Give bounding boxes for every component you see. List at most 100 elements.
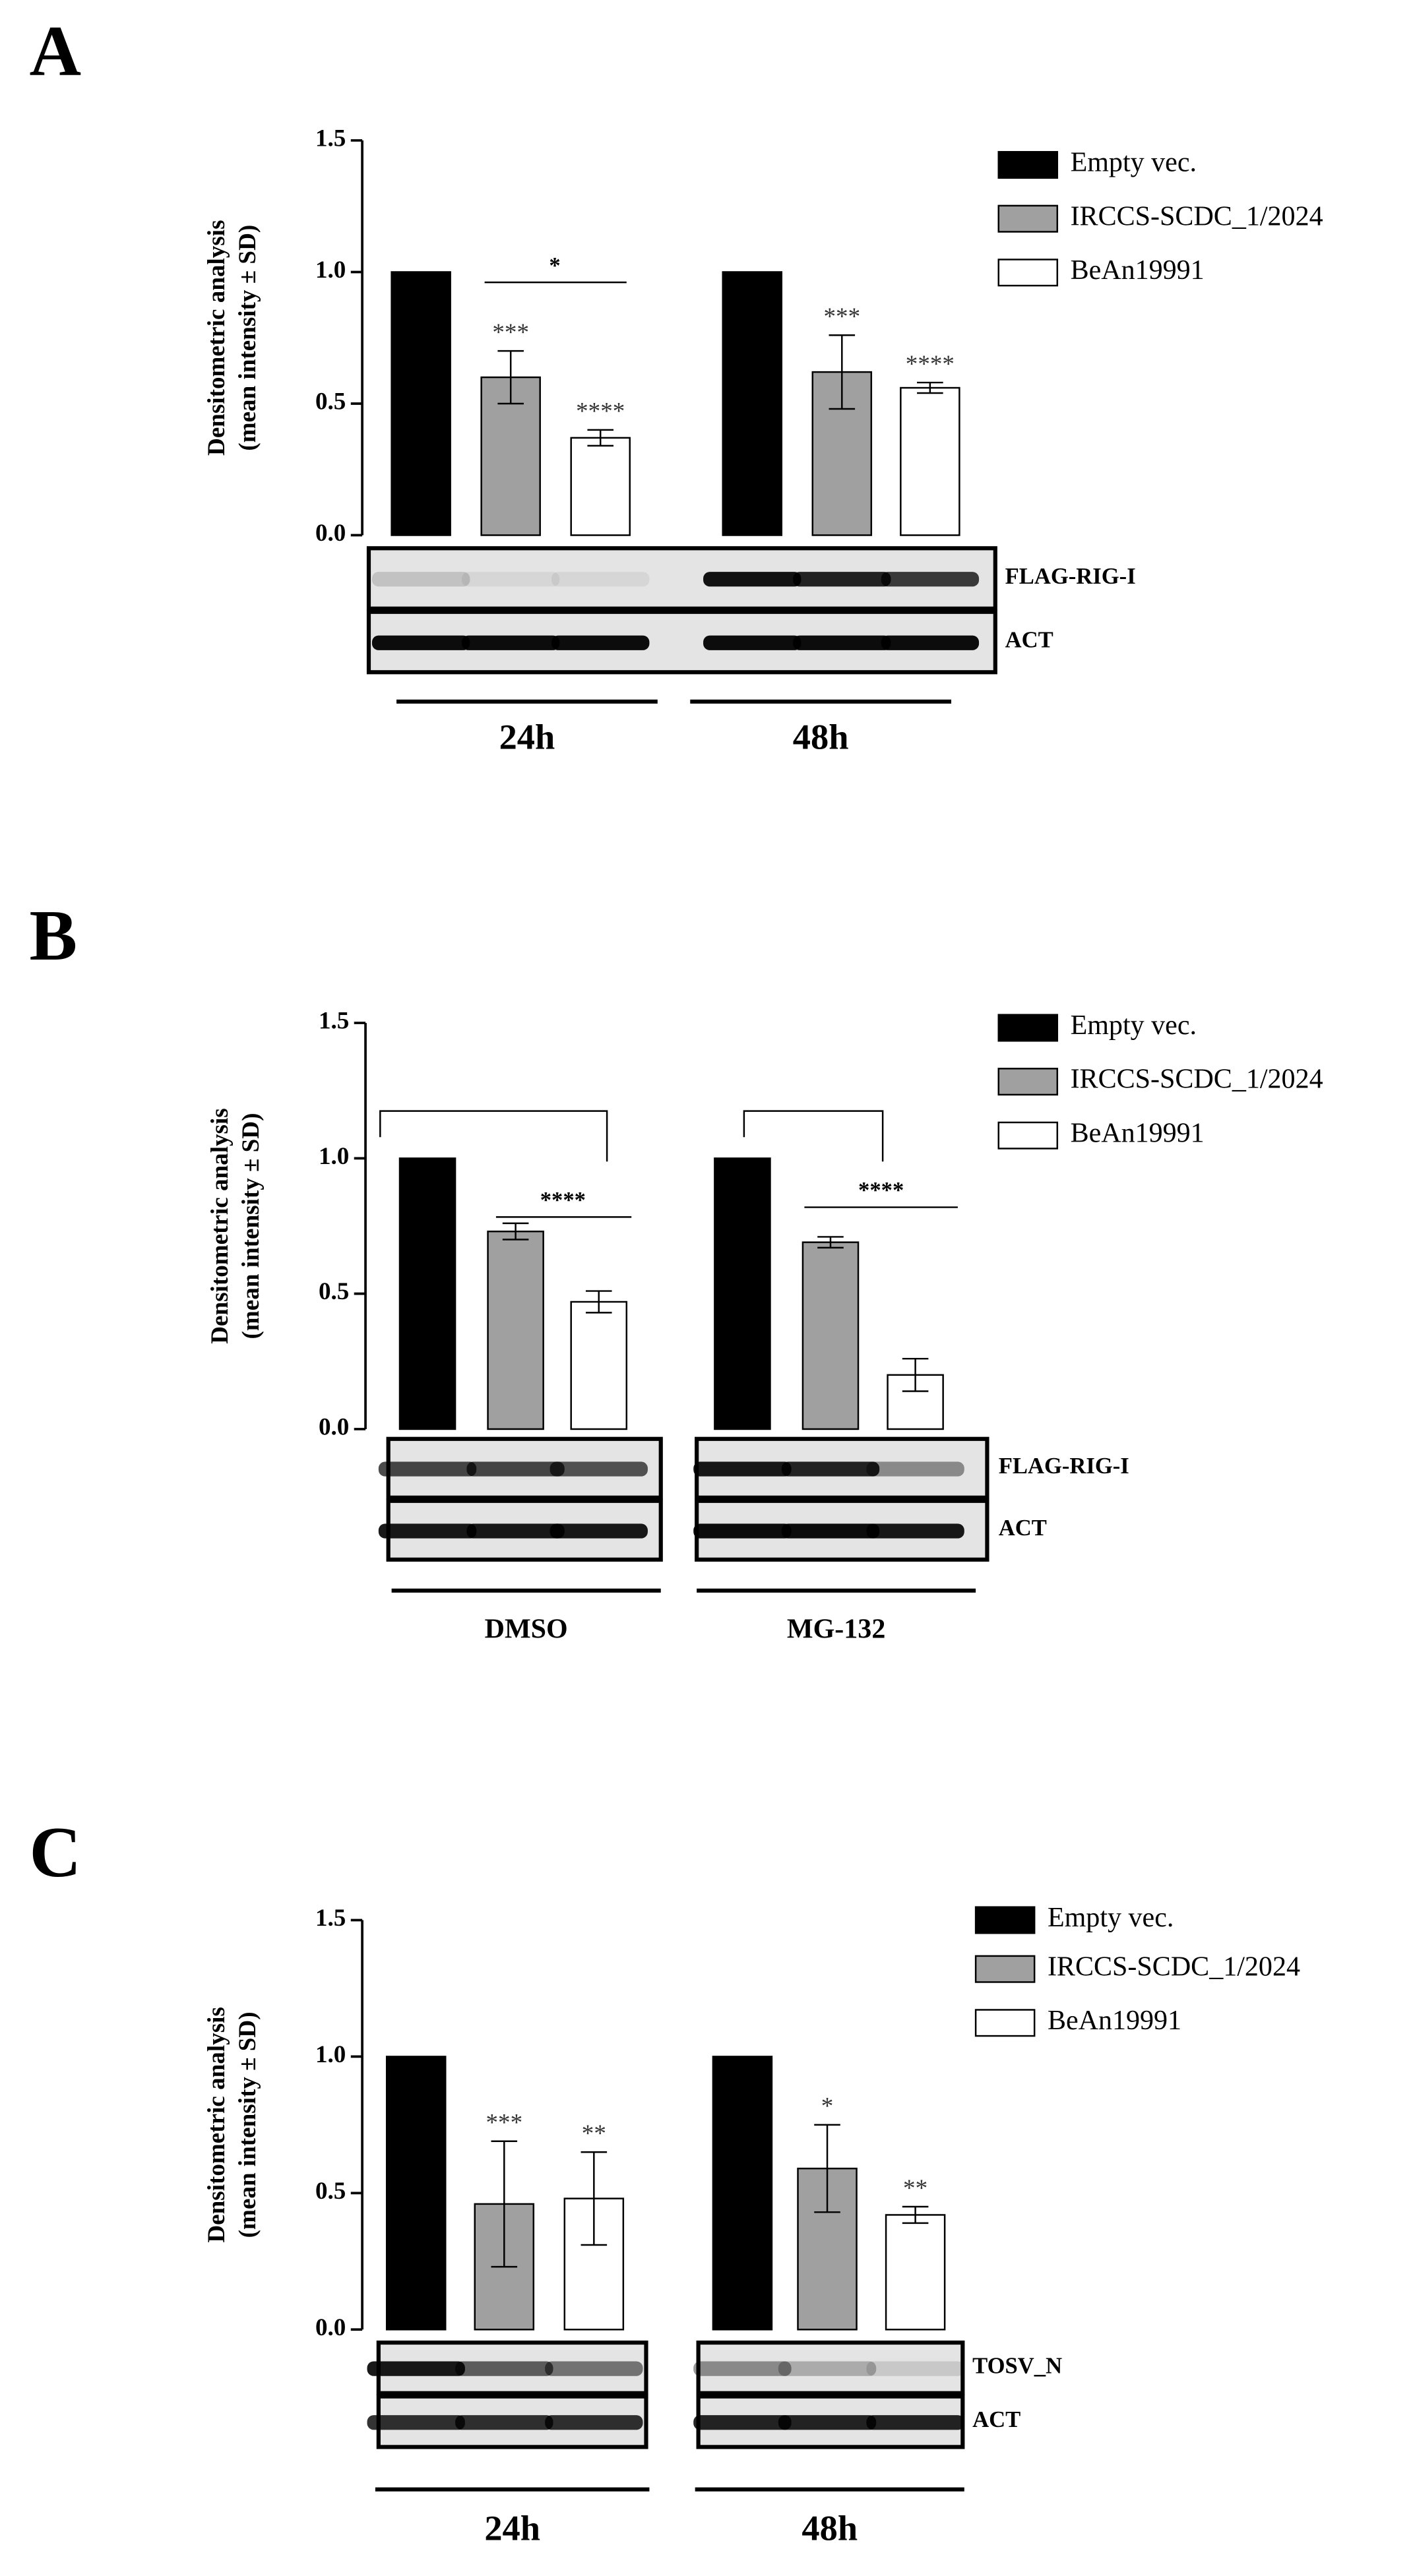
y-tick-label: 1.0 xyxy=(315,2041,346,2068)
blot-label: ACT xyxy=(1005,627,1053,652)
y-axis-label: Densitometric analysis xyxy=(203,2007,230,2242)
significance: *** xyxy=(492,319,529,346)
bar xyxy=(487,1230,544,1430)
blot-band xyxy=(551,572,650,587)
y-tick-label: 1.5 xyxy=(315,1905,346,1932)
blot-band xyxy=(545,2415,643,2430)
legend-label: BeAn19991 xyxy=(1048,2006,1181,2036)
blot-band xyxy=(693,2415,792,2430)
blot-band xyxy=(371,572,470,587)
panel-letter: B xyxy=(30,896,78,975)
error-bar xyxy=(502,1222,529,1241)
blot-band xyxy=(703,635,801,650)
bar xyxy=(722,271,783,536)
bracket xyxy=(743,1110,884,1162)
y-tick-label: 0.0 xyxy=(315,520,346,547)
blot-label: FLAG-RIG-I xyxy=(1005,564,1136,589)
x-tick-label: 48h xyxy=(793,718,849,757)
bar xyxy=(570,1301,628,1430)
legend-label: Empty vec. xyxy=(1071,1010,1197,1041)
bar xyxy=(714,1157,771,1430)
blot-band xyxy=(367,2415,465,2430)
legend-swatch xyxy=(974,1906,1036,1934)
annotation: **** xyxy=(858,1178,904,1203)
blot-band xyxy=(866,1461,964,1477)
bar xyxy=(900,386,960,536)
blot-band xyxy=(367,2361,465,2376)
legend-swatch xyxy=(997,151,1059,179)
blot-band xyxy=(693,1461,792,1477)
significance: * xyxy=(821,2093,834,2120)
y-axis-label: (mean intensity ± SD) xyxy=(234,2011,261,2238)
blot-band xyxy=(455,2361,553,2376)
y-tick-label: 1.0 xyxy=(315,257,346,284)
blot-label: TOSV_N xyxy=(972,2353,1062,2378)
blot-band xyxy=(371,635,470,650)
legend-label: Empty vec. xyxy=(1071,148,1197,178)
blot-band xyxy=(781,1461,880,1477)
blot-band xyxy=(866,2415,964,2430)
significance: **** xyxy=(906,351,955,378)
x-tick-label: 24h xyxy=(484,2508,540,2548)
y-tick-label: 1.5 xyxy=(315,125,346,152)
y-tick-label: 0.5 xyxy=(315,388,346,415)
legend-swatch xyxy=(997,259,1059,287)
legend-label: IRCCS-SCDC_1/2024 xyxy=(1048,1951,1300,1982)
y-tick-label: 0.0 xyxy=(319,1413,349,1440)
blot-band xyxy=(703,572,801,587)
legend-label: BeAn19991 xyxy=(1071,1118,1205,1148)
y-tick-label: 1.0 xyxy=(319,1143,349,1170)
legend-label: IRCCS-SCDC_1/2024 xyxy=(1071,1064,1323,1095)
error-bar xyxy=(581,2151,608,2246)
blot-band xyxy=(866,2361,964,2376)
error-bar xyxy=(491,2140,518,2268)
error-bar xyxy=(829,334,856,410)
panel-letter: C xyxy=(30,1812,82,1892)
blot-band xyxy=(378,1523,477,1539)
y-axis-label: Densitometric analysis xyxy=(206,1108,234,1344)
error-bar xyxy=(585,1290,612,1314)
significance: ** xyxy=(903,2175,927,2202)
blot-band xyxy=(881,572,980,587)
y-tick-label: 1.5 xyxy=(319,1008,349,1035)
legend-swatch xyxy=(974,1955,1036,1983)
significance: **** xyxy=(576,398,625,425)
bar xyxy=(801,1241,860,1430)
blot-label: ACT xyxy=(999,1516,1047,1541)
blot-band xyxy=(550,1523,648,1539)
x-tick-label: MG-132 xyxy=(787,1614,885,1644)
y-axis-label: (mean intensity ± SD) xyxy=(234,225,261,451)
blot-band xyxy=(881,635,980,650)
blot-band xyxy=(455,2415,553,2430)
significance: *** xyxy=(823,303,860,330)
x-tick-label: DMSO xyxy=(485,1614,568,1644)
significance: *** xyxy=(486,2109,522,2136)
blot-band xyxy=(693,1523,792,1539)
blot-band xyxy=(378,1461,477,1477)
blot-band xyxy=(866,1523,964,1539)
legend-swatch xyxy=(997,204,1059,233)
annotation: **** xyxy=(540,1188,586,1213)
legend-swatch xyxy=(974,2009,1036,2037)
legend-swatch xyxy=(997,1068,1059,1096)
y-tick-label: 0.5 xyxy=(315,2178,346,2205)
error-bar xyxy=(917,381,943,394)
blot-background xyxy=(366,546,997,611)
error-bar xyxy=(814,2124,840,2213)
bar xyxy=(385,2056,447,2331)
error-bar xyxy=(902,2205,929,2224)
blot-band xyxy=(461,635,560,650)
legend-label: BeAn19991 xyxy=(1071,255,1205,286)
blot-label: FLAG-RIG-I xyxy=(999,1454,1129,1479)
blot-band xyxy=(545,2361,643,2376)
bar xyxy=(570,437,631,536)
blot-label: ACT xyxy=(972,2407,1020,2432)
bar xyxy=(712,2056,773,2331)
legend-swatch xyxy=(997,1121,1059,1150)
blot-band xyxy=(461,572,560,587)
blot-band xyxy=(793,635,891,650)
blot-background xyxy=(696,2340,965,2395)
panel-letter: A xyxy=(30,11,82,91)
bracket xyxy=(379,1110,608,1162)
